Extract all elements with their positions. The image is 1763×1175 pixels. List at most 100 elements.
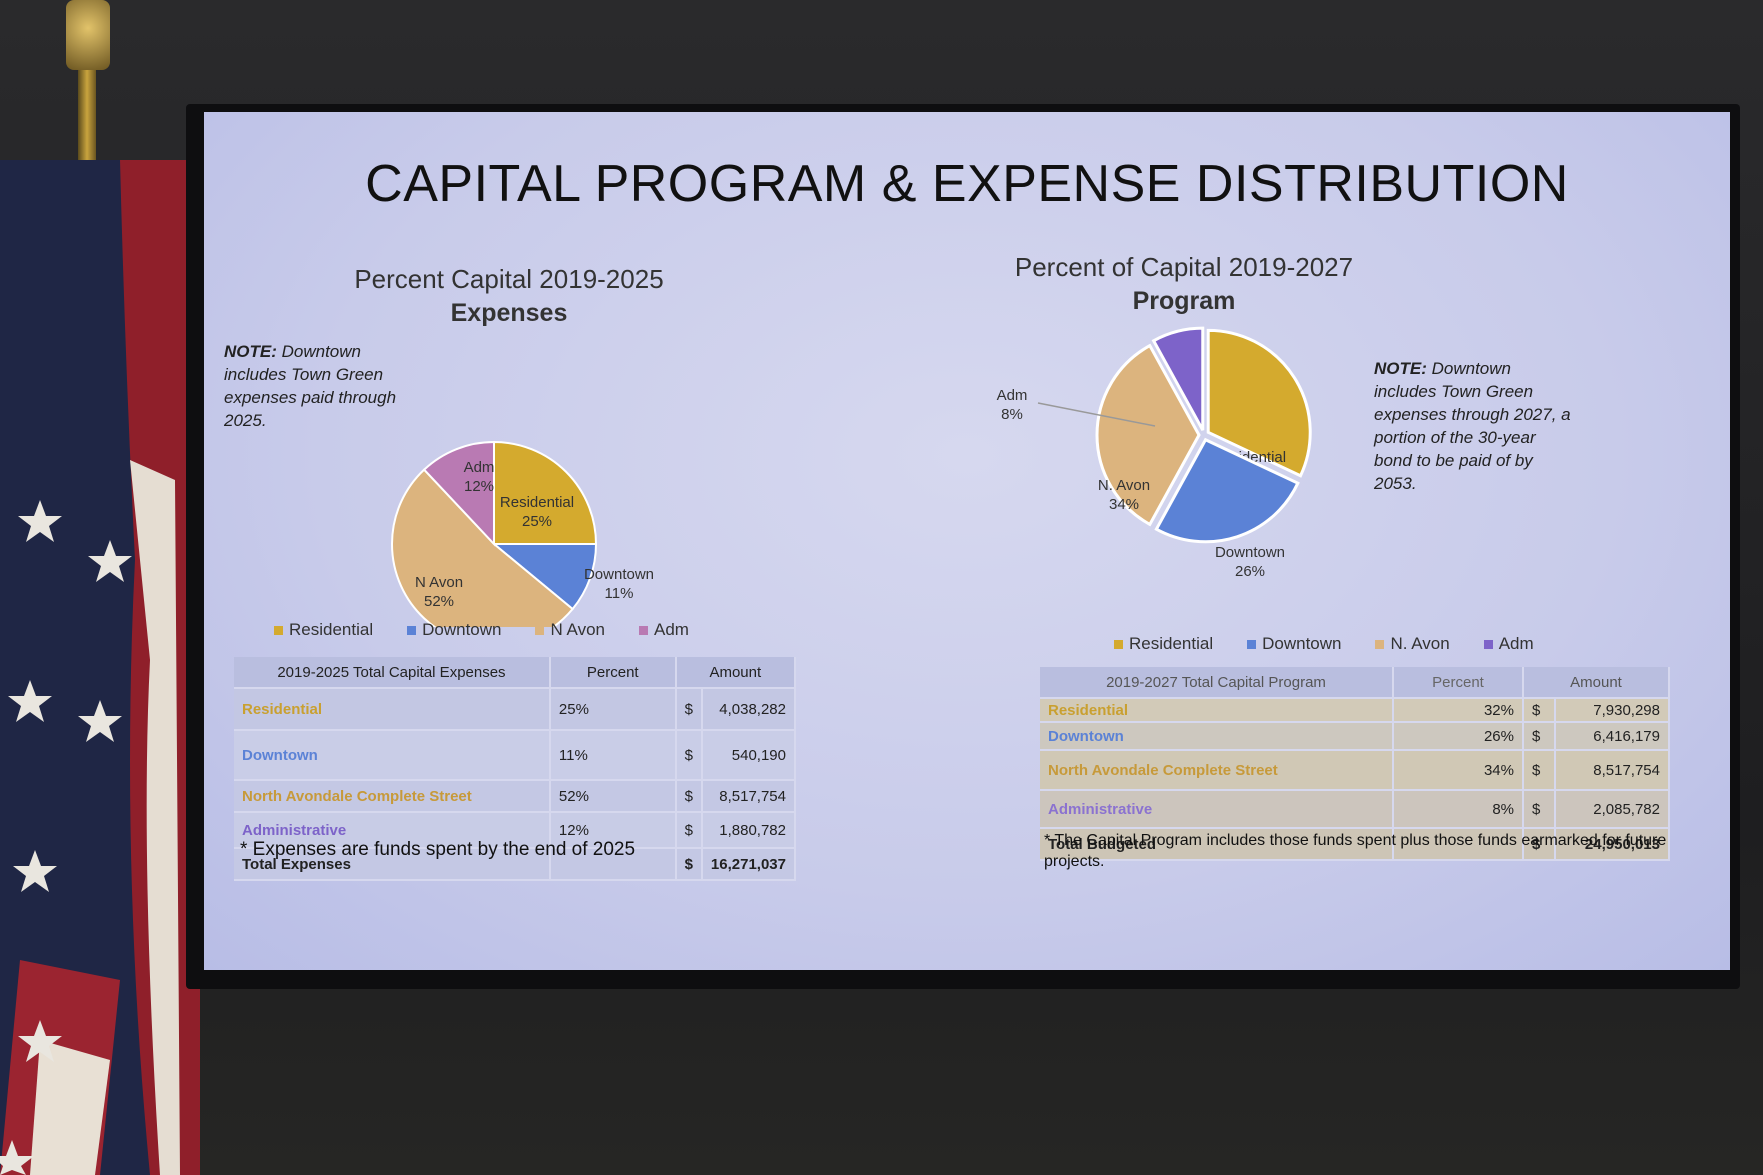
right-legend: Residential Downtown N. Avon Adm (1114, 634, 1568, 654)
right-pie-slice-residential (1206, 328, 1312, 478)
right-table-cell-amount: 2,085,782 (1555, 790, 1670, 829)
left-table-header-percent: Percent (549, 657, 677, 689)
left-note: NOTE: Downtown includes Town Green expen… (224, 340, 404, 432)
right-table-cell-label: Residential (1040, 698, 1394, 723)
left-table-row: North Avondale Complete Street 52% $8,517,… (234, 780, 797, 813)
right-legend-swatch (1483, 640, 1493, 649)
left-pie-chart: Residential 25% Downtown 11% N Avon 52% Adm 12% (390, 440, 654, 627)
right-note: NOTE: Downtown includes Town Green expen… (1374, 357, 1574, 495)
left-chart-title-line2: Expenses (450, 299, 568, 327)
right-legend-label: Adm (1498, 634, 1534, 653)
right-table-cell-dollar: $ (1523, 750, 1557, 791)
left-legend-item-n-avon: N Avon (535, 620, 605, 639)
right-footer: * The Capital Program includes those fun… (1044, 832, 1667, 870)
right-table-header-row: 2019-2027 Total Capital Program Percent … (1040, 667, 1670, 699)
left-legend-item-downtown: Downtown (407, 620, 501, 639)
right-table-header-label: 2019-2027 Total Capital Program (1040, 667, 1394, 699)
left-chart-title: Percent Capital 2019-2025 Expenses (334, 264, 684, 328)
left-pie-slice-downtown (491, 543, 598, 611)
left-table-cell-dollar: $ (675, 688, 703, 731)
slide-title: CAPITAL PROGRAM & EXPENSE DISTRIBUTION (365, 155, 1569, 213)
left-pie-label-adm: Adm 12% (464, 459, 495, 495)
right-table-cell-total-percent (1393, 828, 1524, 861)
left-note-text: Downtown includes Town Green expenses pa… (224, 342, 397, 430)
right-legend-item-adm: Adm (1483, 634, 1534, 653)
right-pie-slice-downtown (1154, 437, 1300, 544)
left-table-cell-total-amount: 16,271,037 (701, 848, 797, 881)
left-legend-label: Adm (654, 620, 689, 639)
left-pie-slice-adm (422, 440, 495, 547)
right-table-header-amount: Amount (1523, 667, 1670, 699)
right-table-cell-total-label: Total Budgeted (1040, 828, 1394, 861)
right-legend-item-n-avon: N. Avon (1375, 634, 1450, 653)
right-chart-title-line1: Percent of Capital 2019-2027 (1014, 252, 1354, 282)
right-table-cell-amount: 8,517,754 (1555, 750, 1670, 791)
left-table-cell-dollar: $ (675, 730, 703, 781)
right-pie-label-n-avon: N. Avon 34% (1098, 477, 1150, 513)
right-legend-swatch (1114, 640, 1123, 649)
right-table-cell-percent: 8% (1393, 790, 1524, 829)
left-table-row: Downtown 11% $540,190 (234, 730, 797, 781)
right-table-row: Residential 32% $7,930,298 (1040, 698, 1670, 723)
left-legend-item-adm: Adm (639, 620, 689, 639)
left-legend-swatch (274, 626, 283, 635)
right-legend-swatch (1247, 640, 1257, 649)
right-table-row: North Avondale Complete Street 34% $8,517,… (1040, 750, 1670, 791)
left-pie-label-downtown: Downtown 11% (584, 566, 654, 602)
right-legend-item-residential: Residential (1114, 634, 1213, 653)
left-table-cell-percent: 11% (549, 730, 677, 781)
left-legend-swatch (639, 626, 648, 635)
left-table-cell-percent: 52% (549, 780, 677, 813)
left-footer: * Expenses are funds spent by the end of… (240, 839, 636, 860)
right-table-cell-percent: 26% (1393, 722, 1524, 751)
right-pie-label-downtown: Downtown 26% (1215, 544, 1285, 580)
right-legend-label: Residential (1129, 634, 1214, 653)
right-table-cell-label: North Avondale Complete Street (1040, 750, 1394, 791)
left-table-cell-amount: 4,038,282 (701, 688, 797, 731)
american-flag-icon (0, 160, 200, 1175)
left-pie-slice-n-avon (390, 468, 575, 627)
left-table-cell-dollar: $ (675, 812, 703, 849)
left-legend-label: N Avon (550, 620, 605, 639)
right-table-cell-total-dollar: $ (1523, 828, 1557, 861)
right-table-row: Downtown 26% $6,416,179 (1040, 722, 1670, 751)
left-table-total-row: Total Expenses $16,271,037 (234, 848, 797, 881)
right-pie-leader-line (1037, 402, 1156, 427)
right-table-cell-amount: 6,416,179 (1555, 722, 1670, 751)
left-table-row: Residential 25% $4,038,282 (234, 688, 797, 731)
left-table-cell-amount: 540,190 (701, 730, 797, 781)
left-pie-label-residential: Residential 25% (500, 494, 574, 530)
right-legend-item-downtown: Downtown (1247, 634, 1341, 653)
slide-screen: CAPITAL PROGRAM & EXPENSE DISTRIBUTION P… (204, 112, 1730, 970)
right-pie-slice-adm (1151, 326, 1205, 431)
left-legend-label: Residential (289, 620, 374, 639)
right-table-cell-label: Administrative (1040, 790, 1394, 829)
left-table-cell-amount: 8,517,754 (701, 780, 797, 813)
right-table-cell-dollar: $ (1523, 790, 1557, 829)
right-table-cell-dollar: $ (1523, 722, 1557, 751)
left-legend: Residential Downtown N Avon Adm (274, 620, 723, 640)
left-table-row: Administrative 12% $1,880,782 (234, 812, 797, 849)
left-legend-swatch (535, 626, 545, 635)
left-table-cell-label: Residential (234, 688, 551, 731)
left-table-cell-amount: 1,880,782 (701, 812, 797, 849)
left-table-cell-total-dollar: $ (675, 848, 703, 881)
left-table-cell-label: Administrative (234, 812, 551, 849)
right-chart-title: Percent of Capital 2019-2027 Program (984, 252, 1384, 316)
left-table-cell-label: Downtown (234, 730, 551, 781)
right-table-row: Administrative 8% $2,085,782 (1040, 790, 1670, 829)
right-table-header-percent: Percent (1393, 667, 1524, 699)
left-pie-slice-residential (493, 440, 598, 545)
right-legend-label: Downtown (1262, 634, 1342, 653)
left-table-cell-percent: 12% (549, 812, 677, 849)
right-chart-title-line2: Program (1132, 287, 1236, 315)
right-table-total-row: Total Budgeted $24,950,013 (1040, 828, 1670, 861)
left-legend-item-residential: Residential (274, 620, 373, 639)
left-table-cell-total-label: Total Expenses (234, 848, 551, 881)
left-table-header-label: 2019-2025 Total Capital Expenses (234, 657, 551, 689)
left-legend-swatch (407, 626, 417, 635)
left-note-label: NOTE: (224, 342, 277, 361)
right-table-cell-dollar: $ (1523, 698, 1557, 723)
right-legend-swatch (1375, 640, 1385, 649)
